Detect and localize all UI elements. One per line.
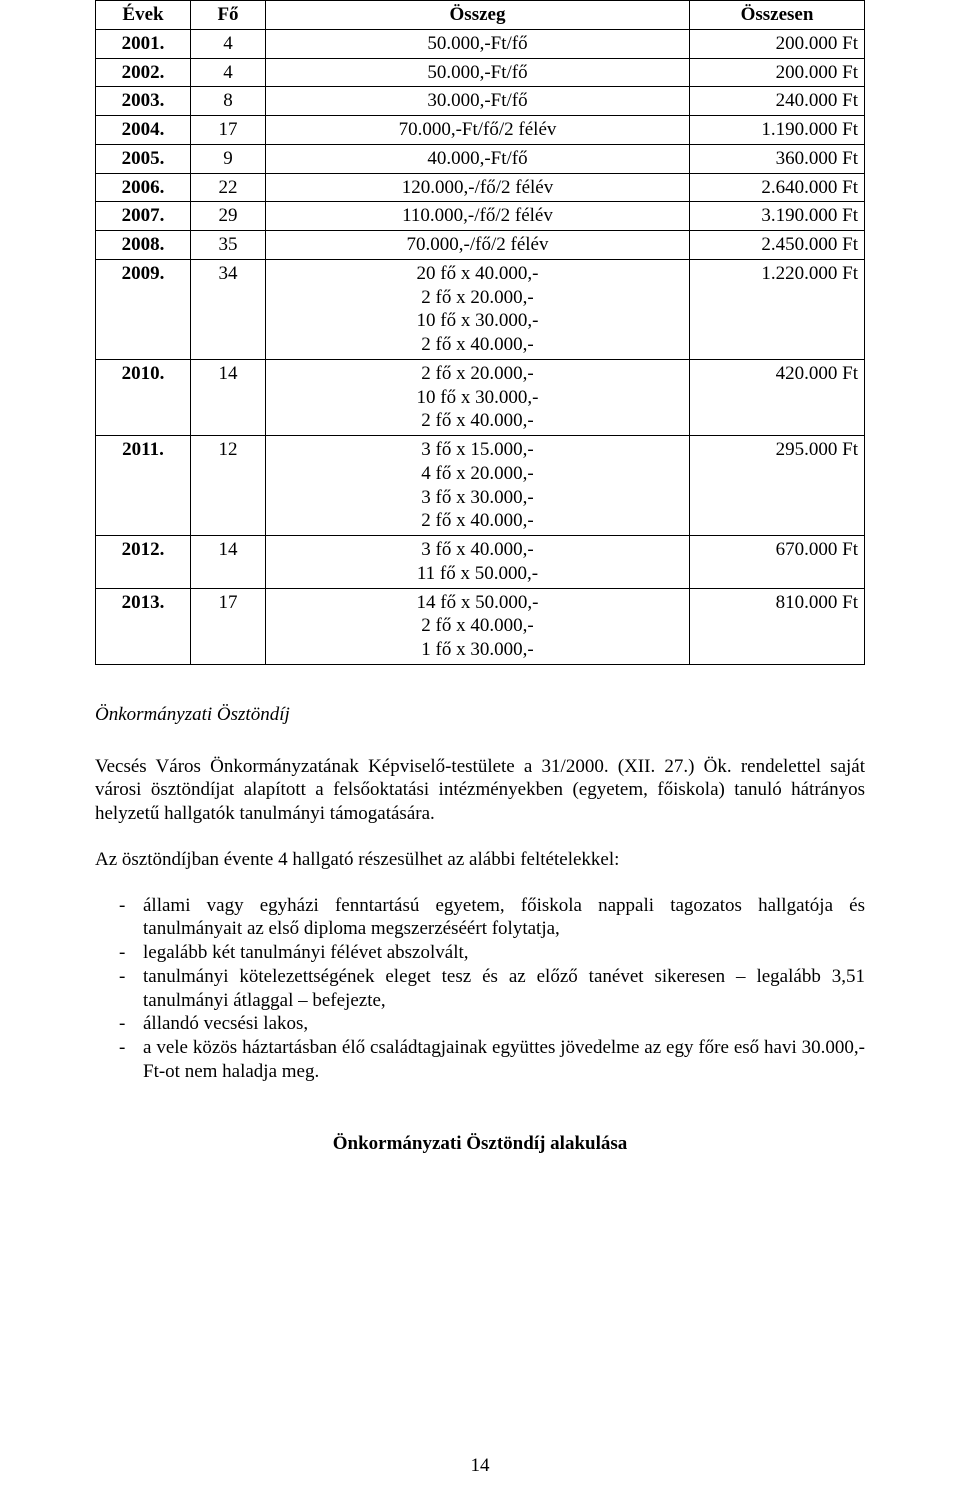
cell-count: 29	[191, 202, 266, 231]
scholarship-table: Évek Fő Összeg Összesen 2001. 4 50.000,-…	[95, 0, 865, 665]
table-row: 2007. 29 110.000,-/fő/2 félév 3.190.000 …	[96, 202, 865, 231]
cell-amount: 3 fő x 15.000,- 4 fő x 20.000,- 3 fő x 3…	[266, 436, 690, 536]
cell-count: 4	[191, 58, 266, 87]
table-row: 2006. 22 120.000,-/fő/2 félév 2.640.000 …	[96, 173, 865, 202]
cell-amount: 30.000,-Ft/fő	[266, 87, 690, 116]
paragraph-conditions-intro: Az ösztöndíjban évente 4 hallgató részes…	[95, 848, 865, 872]
cell-year: 2006.	[96, 173, 191, 202]
cell-year: 2012.	[96, 536, 191, 589]
cell-year: 2003.	[96, 87, 191, 116]
cell-total: 1.190.000 Ft	[690, 116, 865, 145]
cell-year: 2008.	[96, 231, 191, 260]
table-row: 2009. 34 20 fő x 40.000,- 2 fő x 20.000,…	[96, 259, 865, 359]
table-row: 2008. 35 70.000,-/fő/2 félév 2.450.000 F…	[96, 231, 865, 260]
cell-year: 2009.	[96, 259, 191, 359]
th-count: Fő	[191, 1, 266, 30]
table-row: 2002. 4 50.000,-Ft/fő 200.000 Ft	[96, 58, 865, 87]
cell-amount: 70.000,-Ft/fő/2 félév	[266, 116, 690, 145]
cell-year: 2002.	[96, 58, 191, 87]
cell-total: 670.000 Ft	[690, 536, 865, 589]
cell-amount: 40.000,-Ft/fő	[266, 144, 690, 173]
cell-total: 2.450.000 Ft	[690, 231, 865, 260]
table-row: 2011. 12 3 fő x 15.000,- 4 fő x 20.000,-…	[96, 436, 865, 536]
cell-amount: 14 fő x 50.000,- 2 fő x 40.000,- 1 fő x …	[266, 588, 690, 664]
cell-year: 2010.	[96, 359, 191, 435]
cell-total: 240.000 Ft	[690, 87, 865, 116]
cell-amount: 2 fő x 20.000,- 10 fő x 30.000,- 2 fő x …	[266, 359, 690, 435]
list-item: állandó vecsési lakos,	[95, 1012, 865, 1036]
table-row: 2013. 17 14 fő x 50.000,- 2 fő x 40.000,…	[96, 588, 865, 664]
table-row: 2001. 4 50.000,-Ft/fő 200.000 Ft	[96, 29, 865, 58]
document-page: Évek Fő Összeg Összesen 2001. 4 50.000,-…	[0, 0, 960, 1502]
list-item: tanulmányi kötelezettségének eleget tesz…	[95, 965, 865, 1013]
table-row: 2003. 8 30.000,-Ft/fő 240.000 Ft	[96, 87, 865, 116]
list-item: legalább két tanulmányi félévet abszolvá…	[95, 941, 865, 965]
cell-amount: 3 fő x 40.000,- 11 fő x 50.000,-	[266, 536, 690, 589]
footer-heading: Önkormányzati Ösztöndíj alakulása	[95, 1132, 865, 1156]
conditions-list: állami vagy egyházi fenntartású egyetem,…	[95, 894, 865, 1084]
cell-count: 34	[191, 259, 266, 359]
cell-total: 3.190.000 Ft	[690, 202, 865, 231]
cell-total: 1.220.000 Ft	[690, 259, 865, 359]
cell-count: 17	[191, 116, 266, 145]
cell-year: 2001.	[96, 29, 191, 58]
cell-total: 295.000 Ft	[690, 436, 865, 536]
th-year: Évek	[96, 1, 191, 30]
cell-amount: 20 fő x 40.000,- 2 fő x 20.000,- 10 fő x…	[266, 259, 690, 359]
cell-total: 360.000 Ft	[690, 144, 865, 173]
section-heading: Önkormányzati Ösztöndíj	[95, 703, 865, 727]
cell-count: 14	[191, 536, 266, 589]
table-header-row: Évek Fő Összeg Összesen	[96, 1, 865, 30]
cell-total: 420.000 Ft	[690, 359, 865, 435]
cell-year: 2013.	[96, 588, 191, 664]
page-number: 14	[0, 1454, 960, 1478]
cell-year: 2011.	[96, 436, 191, 536]
cell-amount: 50.000,-Ft/fő	[266, 58, 690, 87]
cell-count: 22	[191, 173, 266, 202]
cell-total: 200.000 Ft	[690, 29, 865, 58]
cell-count: 35	[191, 231, 266, 260]
cell-count: 14	[191, 359, 266, 435]
paragraph-intro: Vecsés Város Önkormányzatának Képviselő-…	[95, 755, 865, 826]
table-row: 2004. 17 70.000,-Ft/fő/2 félév 1.190.000…	[96, 116, 865, 145]
cell-count: 17	[191, 588, 266, 664]
list-item: állami vagy egyházi fenntartású egyetem,…	[95, 894, 865, 942]
cell-amount: 70.000,-/fő/2 félév	[266, 231, 690, 260]
table-row: 2005. 9 40.000,-Ft/fő 360.000 Ft	[96, 144, 865, 173]
cell-year: 2004.	[96, 116, 191, 145]
cell-total: 810.000 Ft	[690, 588, 865, 664]
cell-amount: 120.000,-/fő/2 félév	[266, 173, 690, 202]
th-total: Összesen	[690, 1, 865, 30]
cell-total: 2.640.000 Ft	[690, 173, 865, 202]
th-amount: Összeg	[266, 1, 690, 30]
table-row: 2010. 14 2 fő x 20.000,- 10 fő x 30.000,…	[96, 359, 865, 435]
list-item: a vele közös háztartásban élő családtagj…	[95, 1036, 865, 1084]
cell-amount: 110.000,-/fő/2 félév	[266, 202, 690, 231]
cell-count: 9	[191, 144, 266, 173]
cell-count: 4	[191, 29, 266, 58]
table-row: 2012. 14 3 fő x 40.000,- 11 fő x 50.000,…	[96, 536, 865, 589]
cell-count: 12	[191, 436, 266, 536]
cell-total: 200.000 Ft	[690, 58, 865, 87]
cell-count: 8	[191, 87, 266, 116]
cell-year: 2005.	[96, 144, 191, 173]
cell-year: 2007.	[96, 202, 191, 231]
cell-amount: 50.000,-Ft/fő	[266, 29, 690, 58]
